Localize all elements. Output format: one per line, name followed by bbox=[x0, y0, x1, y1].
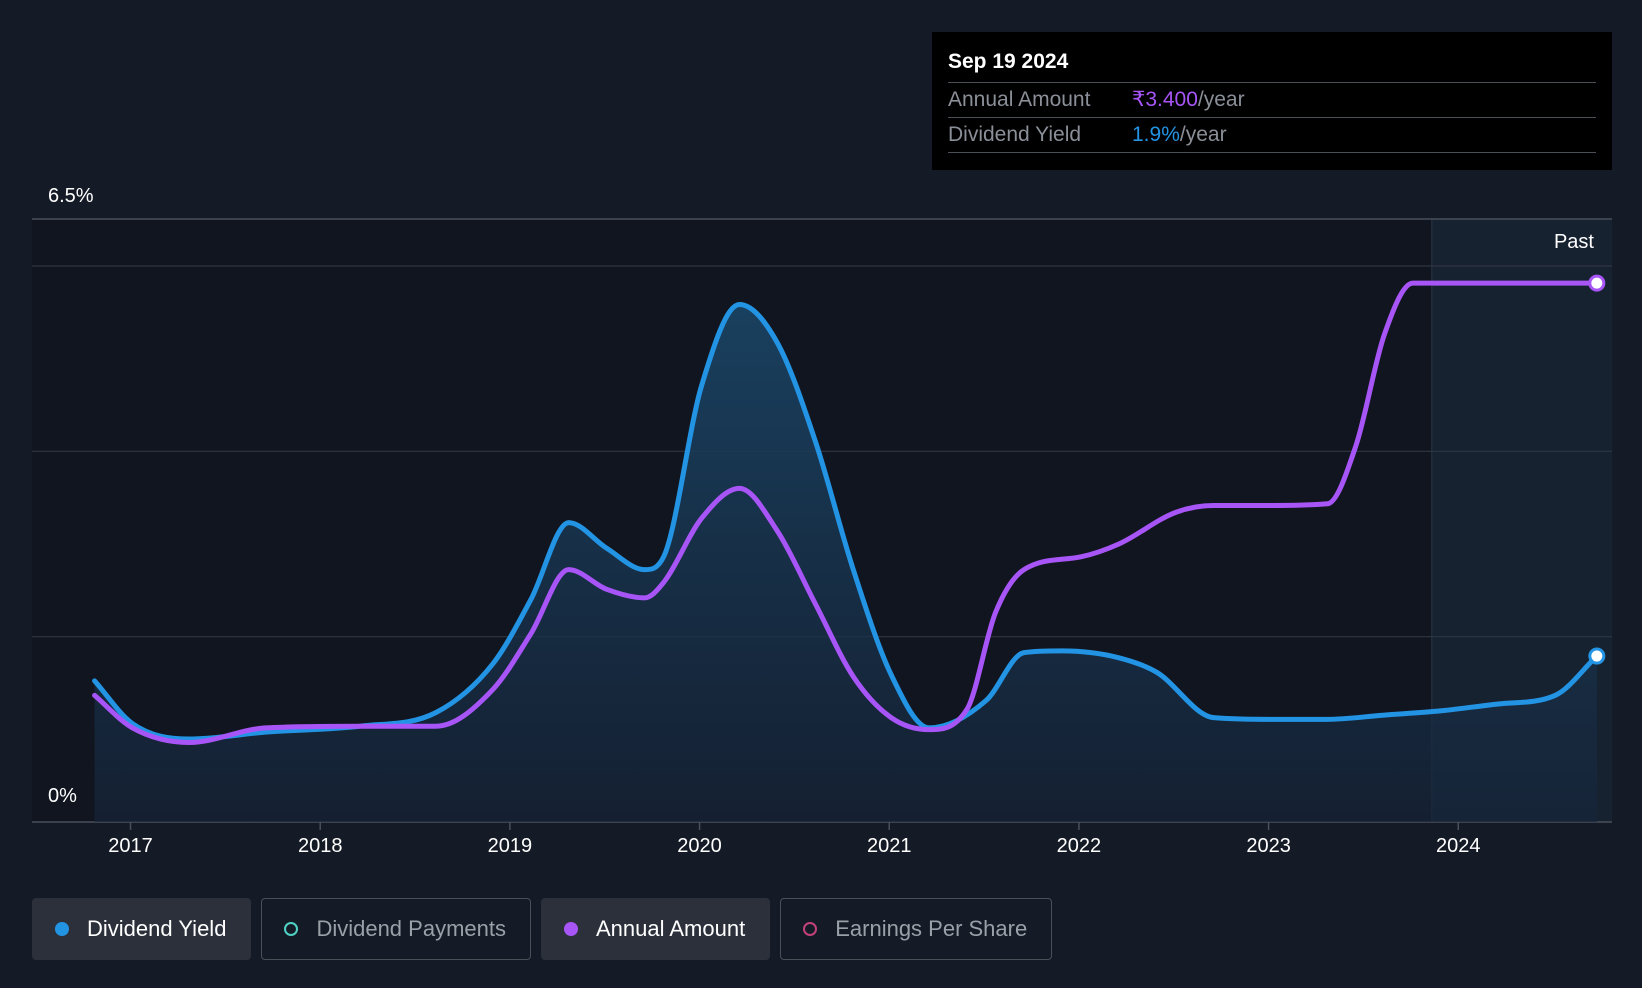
tooltip-label: Dividend Yield bbox=[948, 123, 1082, 146]
legend-ring-icon bbox=[803, 922, 818, 936]
dividend-yield-end-marker bbox=[1588, 647, 1606, 665]
dividend-yield-line bbox=[92, 301, 1600, 742]
tooltip-unit: /year bbox=[1197, 88, 1245, 111]
tooltip-row-dividend-yield: Dividend Yield 1.9% /year bbox=[948, 118, 1596, 153]
legend-label: Dividend Yield bbox=[87, 916, 227, 941]
tooltip-date: Sep 19 2024 bbox=[948, 32, 1596, 83]
legend-toggle-annual-amount[interactable]: Annual Amount bbox=[540, 898, 771, 960]
past-label: Past bbox=[1554, 231, 1594, 253]
legend-ring-icon bbox=[284, 922, 299, 936]
legend-label: Dividend Payments bbox=[316, 916, 506, 941]
x-tick-label: 2018 bbox=[298, 835, 343, 857]
legend-toggle-earnings-per-share[interactable]: Earnings Per Share bbox=[780, 898, 1053, 960]
tooltip-value: 1.9% bbox=[1132, 123, 1180, 146]
legend-toggle-dividend-payments[interactable]: Dividend Payments bbox=[261, 898, 531, 960]
x-tick-label: 2022 bbox=[1057, 835, 1102, 857]
legend-label: Earnings Per Share bbox=[835, 916, 1028, 941]
dividend-yield-area bbox=[94, 304, 1597, 822]
x-tick-label: 2017 bbox=[108, 835, 153, 857]
annual-amount-line bbox=[92, 280, 1600, 745]
hover-tooltip: Sep 19 2024 Annual Amount ₹3.400 /year D… bbox=[932, 32, 1612, 170]
legend-dot-icon bbox=[55, 922, 69, 936]
y-axis-label-max: 6.5% bbox=[48, 185, 94, 207]
chart-legend: Dividend Yield Dividend Payments Annual … bbox=[32, 898, 1053, 960]
x-tick-label: 2021 bbox=[867, 835, 912, 857]
annual-amount-end-marker bbox=[1588, 274, 1606, 292]
x-tick-label: 2023 bbox=[1246, 835, 1291, 857]
tooltip-value: ₹3.400 bbox=[1132, 88, 1198, 111]
tooltip-unit: /year bbox=[1179, 123, 1227, 146]
tooltip-row-annual-amount: Annual Amount ₹3.400 /year bbox=[948, 83, 1596, 118]
legend-label: Annual Amount bbox=[595, 916, 746, 941]
y-axis-label-min: 0% bbox=[48, 785, 77, 807]
legend-toggle-dividend-yield[interactable]: Dividend Yield bbox=[32, 898, 252, 960]
x-tick-label: 2024 bbox=[1436, 835, 1481, 857]
legend-dot-icon bbox=[563, 922, 578, 936]
x-tick-label: 2019 bbox=[488, 835, 533, 857]
x-tick-label: 2020 bbox=[677, 835, 722, 857]
tooltip-label: Annual Amount bbox=[948, 88, 1091, 111]
